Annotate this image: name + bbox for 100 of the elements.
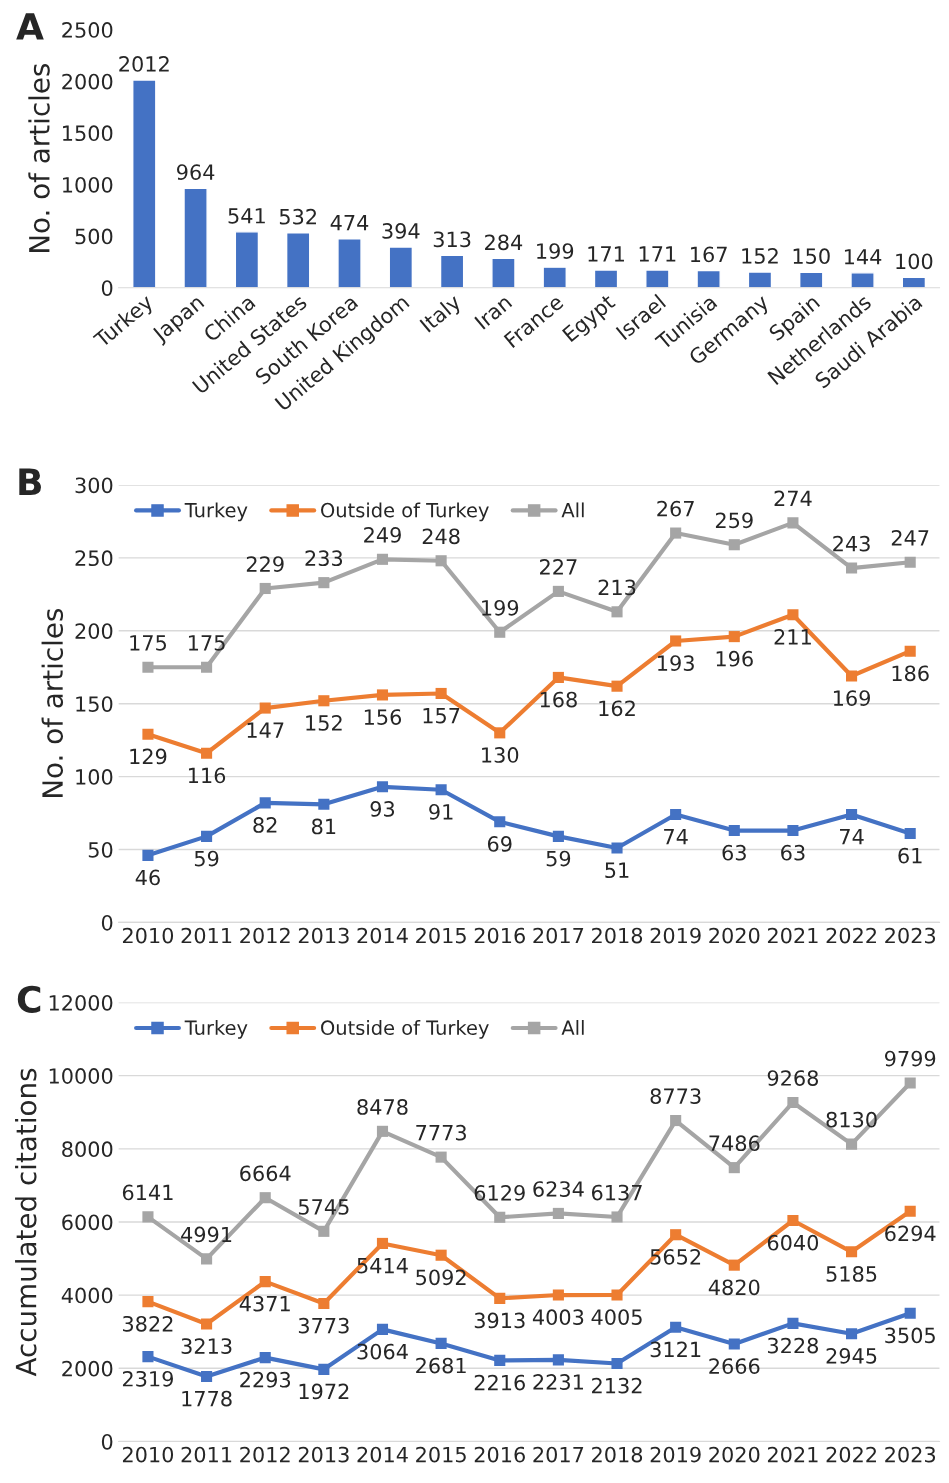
- point: [201, 1318, 213, 1330]
- text: C: [17, 985, 41, 1013]
- data-label: 541: [228, 208, 265, 224]
- y-tick-label: 8000: [62, 1141, 113, 1158]
- bar: [593, 269, 619, 288]
- data-label: 3121: [650, 1341, 701, 1358]
- point: [611, 1357, 623, 1370]
- data-label: 9268: [767, 1070, 819, 1086]
- data-label: 3213: [181, 1338, 232, 1354]
- data-label: 2666: [709, 1358, 760, 1374]
- data-label: 46: [135, 869, 160, 886]
- point: [376, 1323, 389, 1335]
- point: [611, 1289, 623, 1301]
- point: [494, 626, 506, 638]
- data-label: 156: [364, 709, 402, 725]
- point: [318, 798, 330, 810]
- y-tick-label: 200: [75, 623, 113, 639]
- point: [728, 539, 740, 551]
- data-label: 81: [312, 818, 336, 835]
- point: [318, 1297, 330, 1310]
- legend-label: Outside of Turkey: [321, 502, 489, 522]
- bar: [132, 79, 157, 288]
- point: [904, 1205, 916, 1217]
- point: [376, 553, 389, 565]
- data-label: 199: [537, 243, 574, 259]
- bar: [747, 271, 773, 288]
- point: [376, 781, 389, 793]
- point: [611, 1211, 623, 1223]
- y-axis-title: No. of articles: [41, 608, 64, 798]
- point: [435, 1249, 447, 1261]
- data-label: 196: [716, 650, 753, 667]
- data-label: 2681: [416, 1357, 466, 1374]
- data-label: 152: [742, 248, 778, 264]
- point: [846, 1246, 858, 1258]
- point: [142, 849, 154, 861]
- data-label: 5745: [298, 1199, 349, 1215]
- point: [259, 1352, 271, 1364]
- data-label: 248: [422, 528, 460, 545]
- point: [494, 727, 506, 739]
- y-tick-label: 0: [101, 1433, 113, 1450]
- x-tick-label: 2011: [181, 927, 232, 944]
- data-label: 3505: [885, 1327, 935, 1344]
- point: [728, 825, 740, 837]
- point: [787, 1214, 799, 1227]
- data-label: 59: [194, 850, 219, 867]
- data-label: 964: [177, 164, 215, 180]
- data-label: 91: [429, 803, 453, 820]
- point: [318, 1363, 330, 1375]
- x-tick-label: 2010: [122, 1446, 174, 1463]
- point: [904, 556, 916, 568]
- point: [494, 1354, 506, 1366]
- point: [670, 1115, 682, 1127]
- point: [611, 606, 623, 618]
- data-label: 3228: [768, 1337, 819, 1354]
- data-label: 2319: [122, 1370, 173, 1387]
- y-tick-label: 1000: [63, 176, 113, 193]
- bar: [439, 254, 465, 288]
- y-tick-label: 100: [76, 769, 113, 785]
- data-label: 6664: [240, 1165, 291, 1182]
- point: [552, 1289, 564, 1301]
- y-tick-label: 2500: [62, 22, 113, 38]
- y-tick-label: 2000: [62, 1360, 113, 1377]
- data-label: 69: [487, 836, 512, 852]
- point: [259, 1276, 271, 1288]
- legend-label: All: [561, 502, 584, 518]
- point: [904, 827, 916, 840]
- x-tick-label: 2022: [826, 927, 876, 944]
- bar: [542, 266, 567, 288]
- point: [611, 842, 623, 854]
- point: [728, 1338, 740, 1350]
- data-label: 5185: [826, 1266, 877, 1282]
- point: [494, 1211, 506, 1223]
- bar: [337, 238, 362, 288]
- point: [552, 585, 564, 597]
- point: [435, 555, 447, 567]
- data-label: 313: [433, 231, 471, 248]
- point: [670, 808, 682, 821]
- point: [787, 609, 799, 621]
- data-label: 2293: [240, 1371, 291, 1388]
- point: [728, 1162, 740, 1174]
- data-label: 147: [247, 722, 284, 738]
- point: [846, 562, 858, 574]
- data-label: 247: [891, 529, 929, 546]
- x-tick-label: 2020: [709, 927, 760, 944]
- bar: [799, 271, 824, 288]
- point: [904, 645, 916, 657]
- y-tick-label: 300: [75, 477, 113, 494]
- data-label: 3773: [298, 1317, 349, 1334]
- data-label: 168: [540, 691, 577, 708]
- bar: [491, 257, 516, 288]
- point: [904, 1077, 916, 1089]
- data-label: 1778: [182, 1390, 232, 1407]
- x-tick-label: 2013: [298, 927, 349, 944]
- point: [552, 1354, 564, 1366]
- x-tick-label: 2016: [474, 927, 525, 944]
- point: [846, 670, 858, 682]
- data-label: 6137: [591, 1184, 642, 1201]
- data-label: 243: [833, 535, 870, 552]
- bar: [645, 269, 670, 288]
- data-label: 211: [774, 628, 811, 645]
